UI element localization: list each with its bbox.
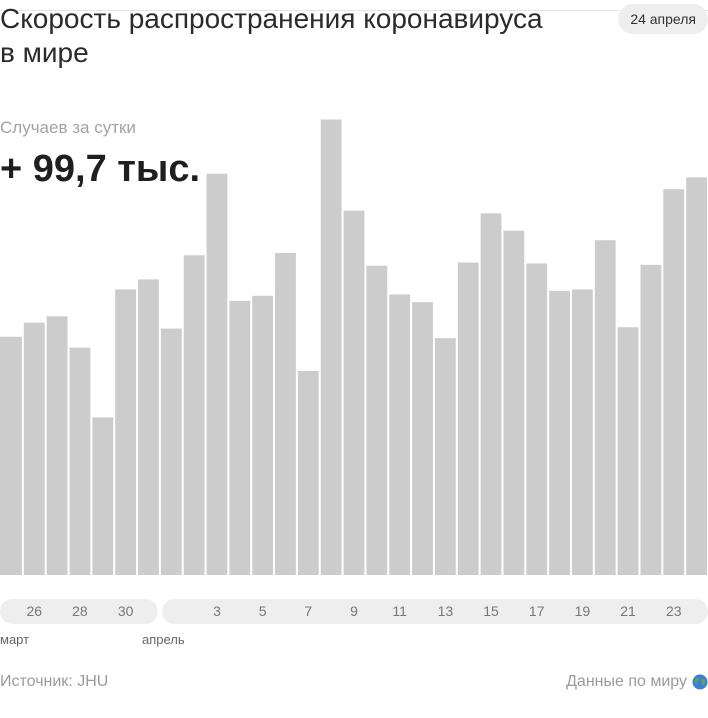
daily-cases-value: + 99,7 тыс. xyxy=(0,148,201,190)
bar-2 xyxy=(23,322,45,575)
bar-14 xyxy=(297,370,319,575)
x-tick-label: 13 xyxy=(438,603,454,619)
axis-pill-march xyxy=(0,599,158,624)
bar-21 xyxy=(457,262,479,575)
x-tick-label: 30 xyxy=(118,603,134,619)
month-label-april: апрель xyxy=(142,632,185,647)
x-tick-label: 28 xyxy=(72,603,88,619)
x-tick-label: 11 xyxy=(392,603,407,619)
bar-26 xyxy=(571,289,593,575)
bar-1 xyxy=(0,336,22,575)
bar-29 xyxy=(640,264,662,575)
bar-23 xyxy=(503,230,525,575)
bar-11 xyxy=(229,300,251,575)
axis-pill-april xyxy=(161,599,708,624)
x-tick-label: 23 xyxy=(666,603,682,619)
bar-17 xyxy=(366,265,388,575)
bar-15 xyxy=(320,119,342,576)
bar-6 xyxy=(115,289,137,575)
world-data-link[interactable]: Данные по миру xyxy=(566,673,708,691)
x-tick-label: 19 xyxy=(575,603,591,619)
x-tick-label: 21 xyxy=(620,603,636,619)
bar-18 xyxy=(389,294,411,575)
bar-12 xyxy=(252,295,274,575)
globe-icon xyxy=(692,674,708,690)
x-tick-label: 17 xyxy=(529,603,545,619)
bar-25 xyxy=(549,290,570,575)
bar-8 xyxy=(160,328,182,575)
month-label-march: март xyxy=(0,632,30,647)
bar-9 xyxy=(183,255,205,575)
bar-24 xyxy=(526,263,548,575)
bar-20 xyxy=(434,338,456,575)
world-data-link-label: Данные по миру xyxy=(566,673,687,690)
x-tick-label: 26 xyxy=(26,603,42,619)
x-tick-label: 5 xyxy=(259,603,267,619)
source-note: Источник: JHU xyxy=(0,673,109,690)
bar-28 xyxy=(617,327,639,575)
daily-cases-label: Случаев за сутки xyxy=(0,118,136,137)
bar-chart: 26 28 30 3 5 7 9 11 13 15 17 19 21 23 xyxy=(0,119,708,624)
bar-31 xyxy=(686,177,707,575)
bar-10 xyxy=(206,173,228,575)
bar-16 xyxy=(343,210,365,575)
bar-19 xyxy=(412,302,433,575)
x-tick-label: 3 xyxy=(213,603,221,619)
bar-7 xyxy=(138,279,159,575)
bar-5 xyxy=(92,417,114,575)
bar-4 xyxy=(69,347,91,575)
date-badge: 24 апреля xyxy=(618,4,708,34)
x-tick-label: 7 xyxy=(304,603,312,619)
bar-27 xyxy=(594,240,616,576)
bar-3 xyxy=(46,316,68,575)
bar-13 xyxy=(275,252,296,575)
chart-title: Скорость распространения коронавируса в … xyxy=(0,3,543,68)
bar-30 xyxy=(663,189,685,575)
bar-22 xyxy=(480,213,502,575)
x-tick-label: 15 xyxy=(483,603,499,619)
x-tick-label: 9 xyxy=(350,603,358,619)
top-divider xyxy=(0,10,708,11)
